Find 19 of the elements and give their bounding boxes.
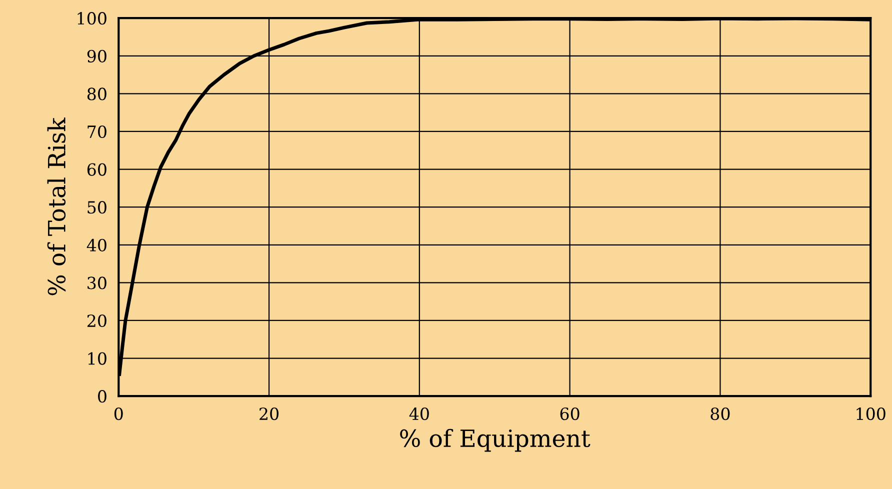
y-tick-label: 40	[86, 238, 106, 252]
x-tick-label: 20	[260, 407, 279, 420]
y-tick-label: 10	[88, 352, 106, 365]
x-tick-label: 100	[856, 407, 886, 420]
y-tick-label: 100	[78, 12, 106, 25]
x-tick-label: 40	[409, 407, 429, 420]
y-tick-label: 80	[87, 88, 106, 100]
x-tick-label: 60	[560, 407, 580, 420]
x-tick-label: 80	[710, 407, 730, 420]
y-tick-label: 60	[87, 163, 106, 176]
y-tick-label: 20	[87, 314, 106, 328]
y-axis-title: % of Total Risk	[47, 117, 66, 296]
y-tick-label: 0	[98, 390, 106, 403]
x-tick-label: 0	[114, 407, 123, 420]
y-tick-label: 90	[87, 50, 106, 62]
y-tick-label: 70	[88, 125, 106, 138]
y-tick-label: 30	[88, 276, 106, 290]
y-tick-label: 50	[88, 201, 106, 214]
x-axis-title: % of Equipment	[400, 428, 590, 452]
